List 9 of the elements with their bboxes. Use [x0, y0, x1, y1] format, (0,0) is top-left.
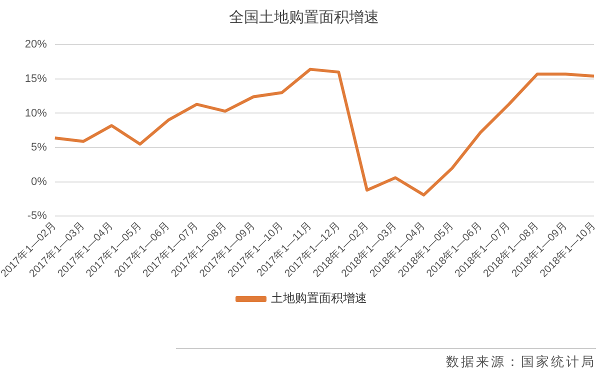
y-tick-label: 10%: [24, 107, 48, 120]
legend-label: 土地购置面积增速: [271, 291, 367, 306]
y-tick-label: 15%: [24, 72, 48, 85]
chart-title: 全国土地购置面积增速: [228, 8, 380, 27]
y-tick-label: 20%: [24, 38, 48, 51]
source-note: 数据来源：国家统计局: [176, 348, 596, 371]
y-tick-label: 0%: [30, 176, 48, 188]
y-tick-label: -5%: [27, 210, 48, 222]
y-tick-label: 5%: [30, 142, 48, 154]
